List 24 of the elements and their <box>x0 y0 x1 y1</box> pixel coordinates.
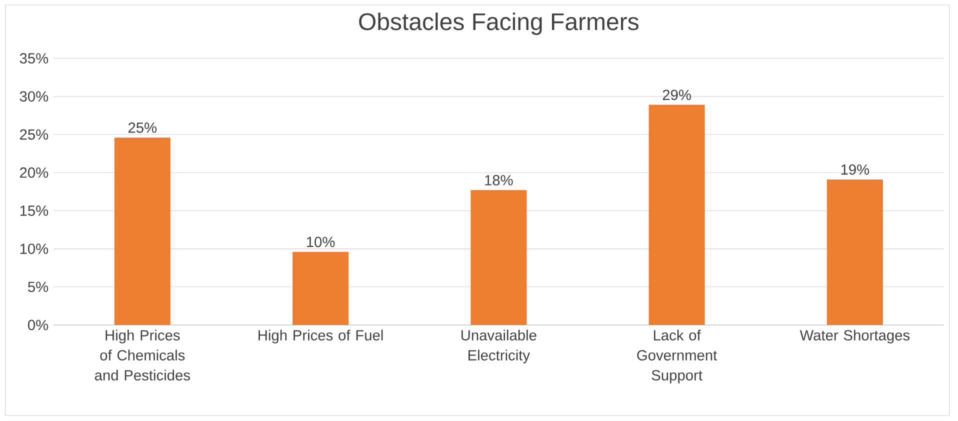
y-tick-label: 35% <box>20 53 48 64</box>
y-tick-label: 10% <box>20 244 48 254</box>
data-label: 18% <box>485 175 513 186</box>
x-tick-label: High Prices of Chemicals and Pesticides <box>94 330 190 380</box>
data-label: 10% <box>306 236 335 248</box>
bar <box>292 252 349 325</box>
bar <box>826 179 883 325</box>
y-tick-label: 25% <box>20 129 48 140</box>
x-tick-label: Water Shortages <box>800 330 910 344</box>
data-label: 19% <box>841 164 870 175</box>
chart-title: Obstacles Facing Farmers <box>359 12 638 35</box>
bar <box>470 190 527 325</box>
bar <box>114 138 170 325</box>
y-tick-label: 15% <box>20 206 48 216</box>
data-label: 29% <box>662 90 691 100</box>
y-tick-label: 30% <box>20 91 48 102</box>
x-tick-label: Lack of Government Support <box>637 330 718 384</box>
x-tick-label: Unavailable Electricity <box>461 330 536 364</box>
y-tick-label: 20% <box>20 167 48 178</box>
x-tick-label: High Prices of Fuel <box>258 330 383 344</box>
data-label: 25% <box>128 122 157 133</box>
bar <box>648 104 705 325</box>
y-tick-label: 0% <box>28 320 48 330</box>
y-tick-label: 5% <box>28 282 48 292</box>
